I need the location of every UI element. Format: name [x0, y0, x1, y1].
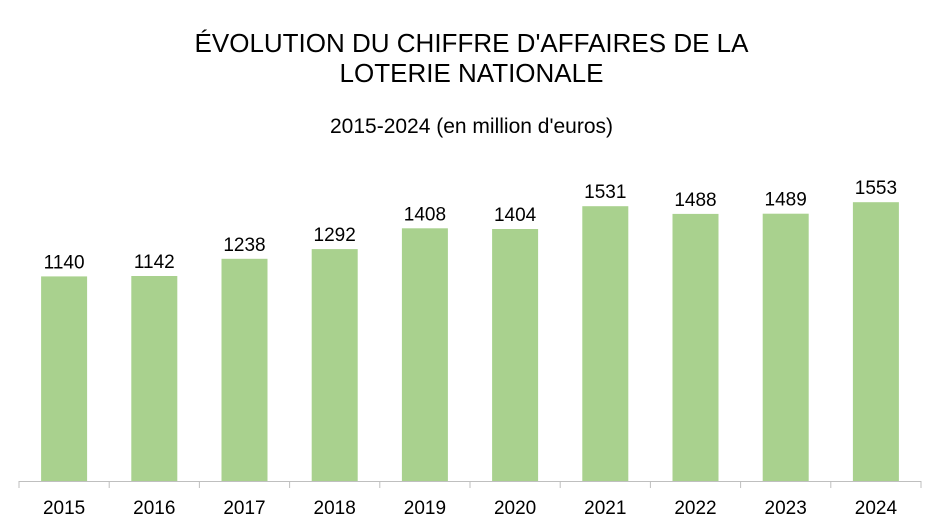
data-label-2016: 1142	[134, 252, 175, 273]
data-label-2017: 1238	[223, 235, 265, 256]
bar-2022	[672, 213, 719, 481]
data-label-2021: 1531	[584, 182, 626, 203]
chart-title-line-1: ÉVOLUTION DU CHIFFRE D'AFFAIRES DE LA	[194, 28, 749, 58]
x-tick-label-2018: 2018	[314, 498, 356, 519]
data-label-2024: 1553	[855, 178, 897, 199]
chart-title-line-2: LOTERIE NATIONALE	[339, 58, 604, 88]
bar-2024	[852, 202, 899, 481]
x-tick-label-2020: 2020	[494, 498, 536, 519]
x-tick-label-2021: 2021	[584, 498, 626, 519]
data-label-2019: 1408	[404, 204, 446, 225]
bar-2017	[221, 258, 268, 481]
data-label-2018: 1292	[314, 225, 356, 246]
chart-subtitle: 2015-2024 (en million d'euros)	[329, 115, 613, 138]
x-tick-label-2017: 2017	[223, 498, 265, 519]
data-label-2015: 1140	[44, 252, 85, 273]
data-label-2020: 1404	[494, 205, 537, 226]
data-label-2023: 1489	[765, 190, 807, 211]
bar-2018	[311, 249, 358, 481]
bar-2015	[41, 276, 88, 481]
bar-2019	[401, 228, 448, 481]
data-label-2022: 1488	[674, 190, 716, 211]
bar-2023	[762, 213, 809, 481]
x-tick-label-2022: 2022	[674, 498, 716, 519]
x-tick-label-2016: 2016	[133, 498, 175, 519]
chart-title: ÉVOLUTION DU CHIFFRE D'AFFAIRES DE LA LO…	[0, 28, 943, 88]
x-tick-label-2019: 2019	[404, 498, 446, 519]
x-tick-label-2015: 2015	[43, 498, 85, 519]
bar-2020	[492, 229, 539, 481]
bar-2021	[582, 206, 629, 481]
bar-2016	[131, 276, 178, 481]
x-tick-label-2023: 2023	[765, 498, 807, 519]
x-tick-label-2024: 2024	[855, 498, 898, 519]
